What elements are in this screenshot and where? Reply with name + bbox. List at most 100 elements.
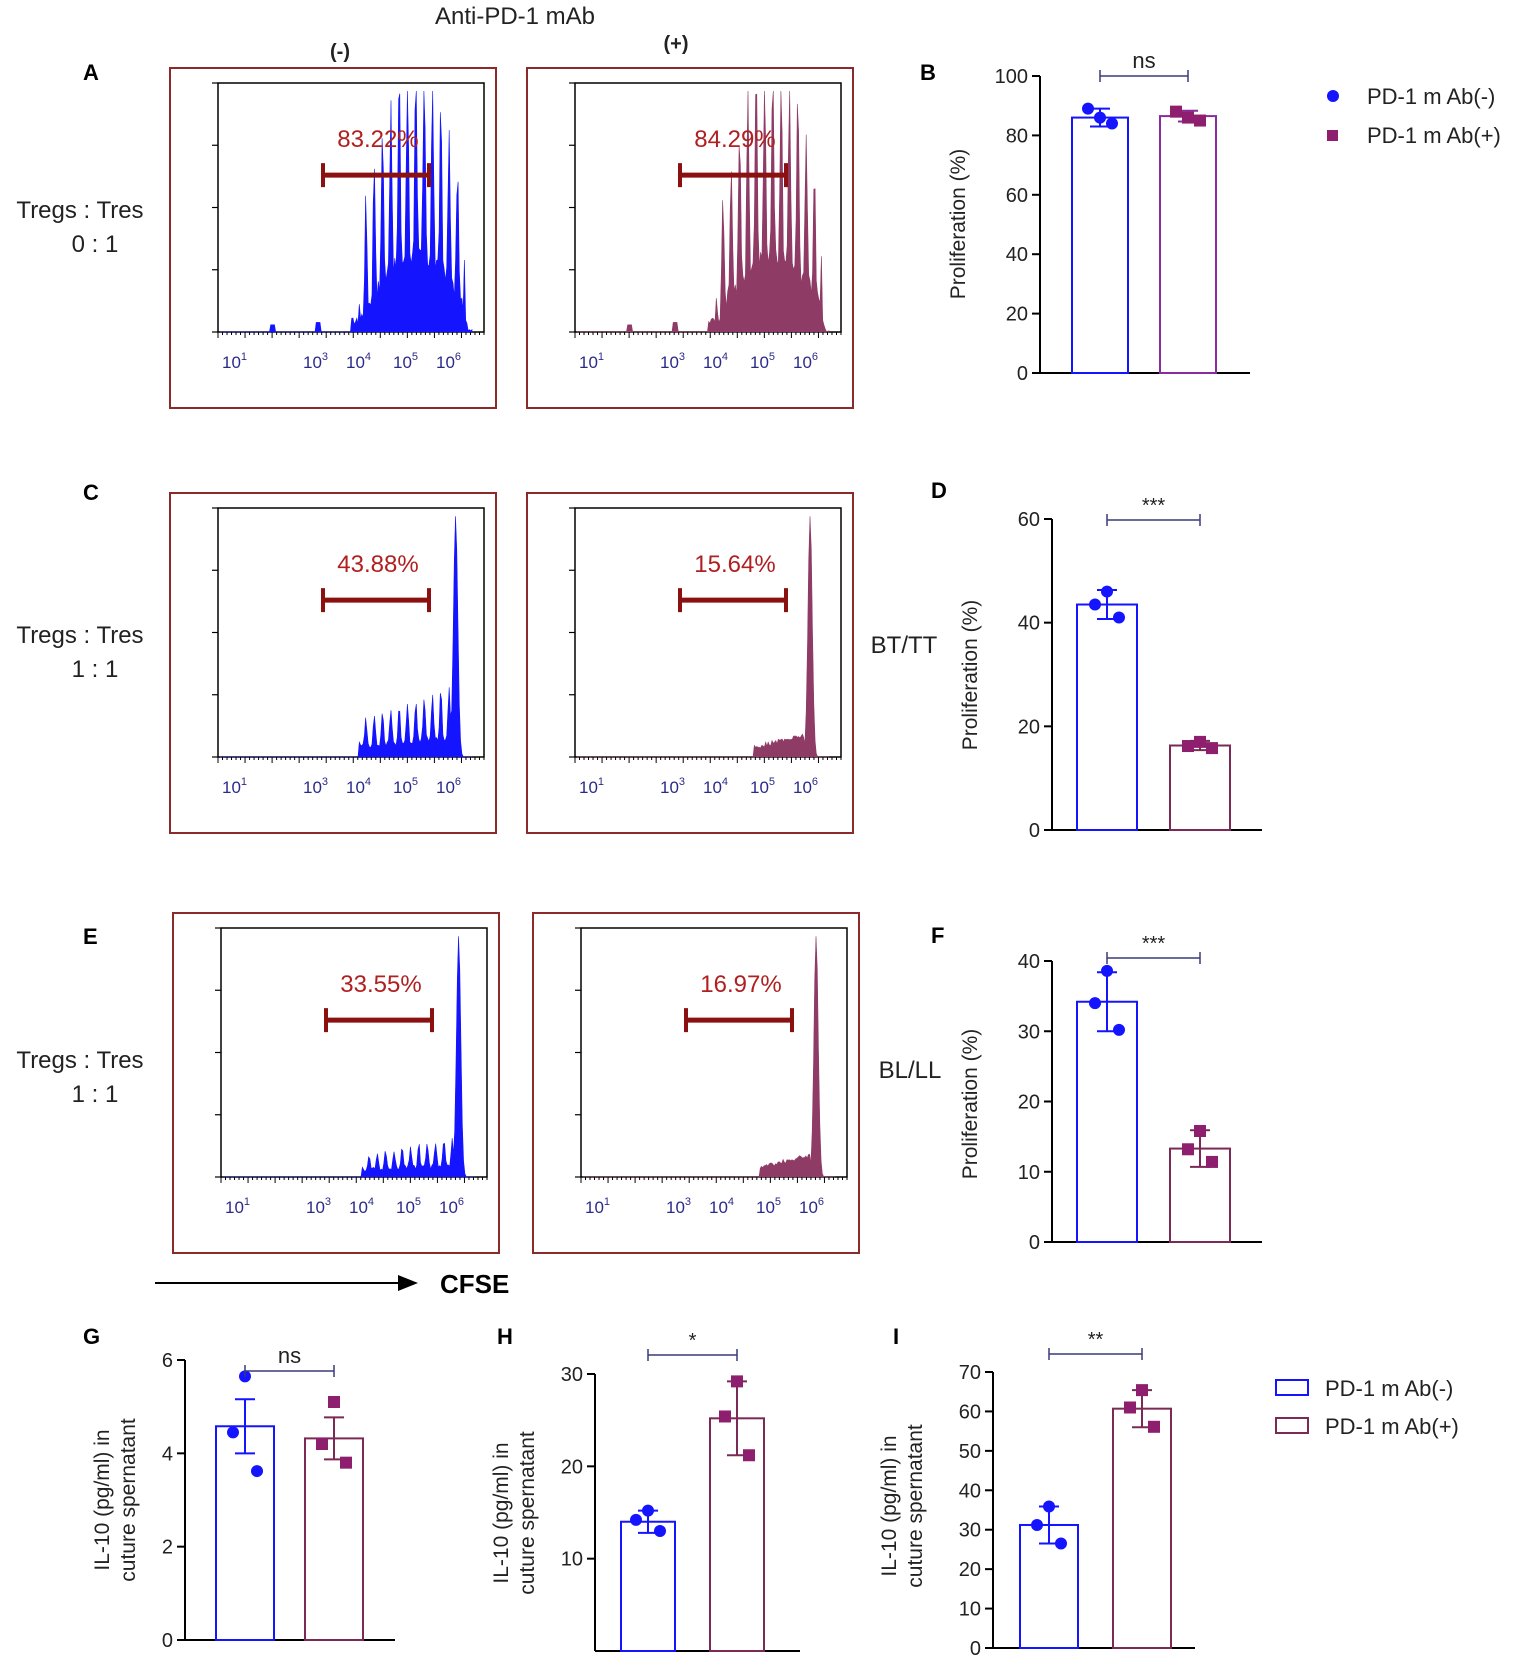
significance-label-i: ** bbox=[1088, 1329, 1104, 1351]
y-tick-label-f: 30 bbox=[1018, 1021, 1040, 1043]
flow-c-neg-histogram-area bbox=[220, 516, 472, 758]
data-point-d bbox=[1182, 740, 1194, 753]
y-tick-label-b: 100 bbox=[995, 66, 1028, 88]
flow-c-pos-histogram-area bbox=[577, 516, 829, 758]
panel-letter-f: F bbox=[931, 923, 944, 948]
bar-g-neg bbox=[215, 1425, 275, 1642]
flow-a-pos: 101 103 104 105 106 84.29% bbox=[526, 67, 854, 409]
y-tick-label-d: 0 bbox=[1029, 820, 1040, 842]
data-point-h bbox=[731, 1375, 743, 1388]
data-point-b bbox=[1106, 117, 1118, 130]
panel-letter-i: I bbox=[893, 1324, 899, 1349]
data-point-f bbox=[1182, 1143, 1194, 1156]
bar-chart-i: I 0 10 20 30 40 50 60 70 IL-10 (pg/ml) in cuture s… bbox=[878, 1324, 1195, 1660]
y-tick-label-i: 10 bbox=[959, 1599, 981, 1621]
data-point-b bbox=[1194, 114, 1206, 127]
legend-top-neg-marker bbox=[1327, 90, 1339, 102]
side-label-d: BT/TT bbox=[871, 632, 938, 659]
flow-c-neg-x-tick-label: 105 bbox=[393, 776, 418, 797]
data-point-b bbox=[1182, 111, 1194, 124]
y-axis-label-d: Proliferation (%) bbox=[959, 600, 982, 751]
bar-b-pos bbox=[1159, 115, 1217, 374]
y-tick-label-d: 40 bbox=[1018, 613, 1040, 635]
flow-e-neg-x-tick-label: 105 bbox=[396, 1196, 421, 1217]
y-axis-label-g: IL-10 (pg/ml) in cuture spernatant bbox=[91, 1418, 140, 1582]
flow-e-pos-frame bbox=[532, 912, 860, 1254]
data-point-i bbox=[1031, 1518, 1043, 1531]
data-point-d bbox=[1194, 735, 1206, 748]
flow-e-pos-x-tick-label: 104 bbox=[709, 1196, 734, 1217]
panel-letter-h: H bbox=[497, 1324, 513, 1349]
flow-a-pos-histogram bbox=[577, 90, 830, 333]
flow-e-neg-plot-area bbox=[220, 927, 488, 1178]
data-point-h bbox=[719, 1410, 731, 1423]
flow-c-pos-frame bbox=[526, 492, 854, 834]
bar-d-neg bbox=[1076, 603, 1138, 832]
flow-c-neg-frame bbox=[169, 492, 497, 834]
significance-label-h: * bbox=[689, 1330, 697, 1352]
data-point-i bbox=[1055, 1537, 1067, 1550]
flow-e-pos-x-tick-label: 105 bbox=[756, 1196, 781, 1217]
y-tick-label-h: 20 bbox=[561, 1456, 583, 1478]
significance-label-f: *** bbox=[1142, 933, 1166, 955]
flow-a-neg-gate-percent: 83.22% bbox=[337, 126, 418, 153]
y-axis-label-h: IL-10 (pg/ml) in cuture spernatant bbox=[490, 1431, 539, 1595]
flow-c-neg-x-tick-label: 104 bbox=[346, 776, 371, 797]
data-point-h bbox=[654, 1524, 666, 1537]
y-tick-label-d: 20 bbox=[1018, 716, 1040, 738]
data-point-f bbox=[1101, 964, 1113, 977]
flow-a-pos-x-tick-label: 106 bbox=[793, 351, 818, 372]
flow-a-neg-x-tick-label: 104 bbox=[346, 351, 371, 372]
panel-letter-g: G bbox=[83, 1324, 100, 1349]
legend-bottom: PD-1 m Ab(-) PD-1 m Ab(+) bbox=[1275, 1376, 1459, 1439]
flow-e-pos-x-tick-label: 101 bbox=[585, 1196, 610, 1217]
y-tick-label-b: 40 bbox=[1006, 244, 1028, 266]
y-tick-label-i: 0 bbox=[970, 1638, 981, 1660]
data-point-f bbox=[1194, 1125, 1206, 1138]
y-tick-label-b: 60 bbox=[1006, 185, 1028, 207]
flow-e-neg-frame bbox=[172, 912, 500, 1254]
side-label-f: BL/LL bbox=[879, 1057, 942, 1084]
y-tick-label-i: 20 bbox=[959, 1559, 981, 1581]
bar-d-pos bbox=[1169, 744, 1231, 831]
y-tick-label-i: 70 bbox=[959, 1362, 981, 1384]
legend-top-pos-marker bbox=[1327, 130, 1338, 141]
data-point-g bbox=[328, 1396, 340, 1408]
y-tick-label-d: 60 bbox=[1018, 509, 1040, 531]
ratio-prefix-label: Tregs : Tres bbox=[16, 1047, 143, 1074]
y-axis-label-f: Proliferation (%) bbox=[959, 1029, 982, 1180]
legend-bottom-neg-label: PD-1 m Ab(-) bbox=[1325, 1376, 1453, 1401]
column-label-positive: (+) bbox=[664, 33, 689, 55]
bar-f-neg bbox=[1076, 1000, 1138, 1243]
y-axis-label-i: IL-10 (pg/ml) in cuture spernatant bbox=[878, 1424, 927, 1588]
significance-label-g: ns bbox=[278, 1343, 301, 1368]
y-axis-label-b: Proliferation (%) bbox=[947, 149, 970, 300]
data-point-i bbox=[1124, 1401, 1136, 1414]
y-tick-label-i: 60 bbox=[959, 1401, 981, 1423]
flow-c-pos-x-tick-label: 103 bbox=[660, 776, 685, 797]
flow-a-pos-histogram-area bbox=[577, 90, 830, 333]
flow-c-neg-x-tick-label: 106 bbox=[436, 776, 461, 797]
flow-c-pos-histogram bbox=[577, 516, 829, 758]
flow-c-pos-x-tick-label: 101 bbox=[579, 776, 604, 797]
data-point-g bbox=[251, 1465, 263, 1478]
flow-e-neg-x-tick-label: 106 bbox=[439, 1196, 464, 1217]
data-point-i bbox=[1148, 1420, 1160, 1433]
flow-e-neg-x-tick-label: 103 bbox=[306, 1196, 331, 1217]
data-point-d bbox=[1113, 611, 1125, 624]
flow-c-neg-x-tick-label: 103 bbox=[303, 776, 328, 797]
flow-a-pos-frame bbox=[526, 67, 854, 409]
bar-chart-g: G 0 2 4 6 IL-10 (pg/ml) in cuture spernatant ns bbox=[83, 1324, 395, 1652]
bar-chart-b: B 0 20 40 60 80 100 Proliferation (%) ns bbox=[920, 48, 1250, 385]
header-title: Anti-PD-1 mAb bbox=[435, 3, 595, 30]
y-tick-label-h: 10 bbox=[561, 1549, 583, 1571]
ratio-prefix-label: Tregs : Tres bbox=[16, 622, 143, 649]
data-point-h bbox=[630, 1513, 642, 1526]
y-tick-label-f: 0 bbox=[1029, 1232, 1040, 1254]
y-tick-label-b: 80 bbox=[1006, 125, 1028, 147]
flow-e-pos-gate-percent: 16.97% bbox=[700, 971, 781, 998]
y-tick-label-i: 30 bbox=[959, 1520, 981, 1542]
